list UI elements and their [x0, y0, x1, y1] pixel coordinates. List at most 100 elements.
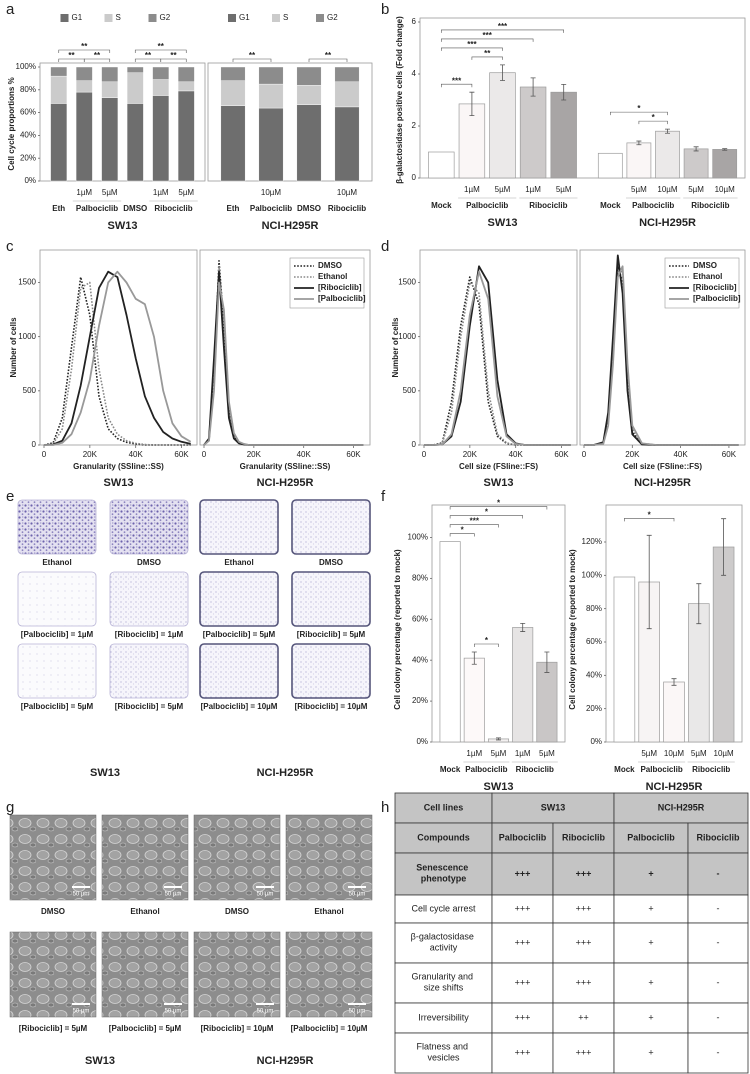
significance-bracket: [83, 58, 111, 62]
bar-segment: [296, 66, 322, 86]
bar: [519, 86, 547, 179]
bar-segment: [152, 95, 170, 182]
table-text: +: [648, 1047, 653, 1057]
table-text: Palbociclib: [627, 832, 675, 842]
panel-title: SW13: [108, 220, 138, 232]
colony-plate: [199, 643, 279, 699]
table-cell: [613, 894, 689, 924]
bar: [688, 603, 710, 743]
table-text: +: [648, 903, 653, 913]
plate-caption: DMSO: [137, 558, 161, 567]
significance-bracket: [308, 58, 348, 62]
y-tick-label: 80%: [20, 85, 36, 94]
bar-segment: [334, 81, 360, 108]
error-bar: [671, 678, 677, 686]
x-axis-label: Granularity (SSline::SS): [73, 462, 164, 471]
table-text: Ribociclib: [562, 832, 606, 842]
group-label: Ribociclib: [529, 201, 567, 210]
scale-bar-label: 50 µm: [257, 1009, 274, 1015]
bar-segment: [126, 103, 144, 182]
bar: [489, 72, 516, 179]
panel-letter: b: [381, 1, 389, 18]
legend-label: S: [283, 13, 288, 22]
micrograph: [9, 814, 97, 901]
legend-label: G1: [239, 13, 250, 22]
legend-swatch: [228, 14, 236, 22]
error-bar: [544, 651, 550, 673]
panel-letter: f: [381, 488, 386, 505]
bar: [663, 681, 685, 743]
panel-title: NCI-H295R: [262, 220, 319, 232]
x-tick-label: 1µM: [515, 749, 531, 758]
error-bar: [520, 622, 526, 632]
legend-swatch: [60, 14, 69, 22]
scale-bar-label: 50 µm: [349, 1009, 366, 1015]
table-cell: [552, 1032, 615, 1074]
significance-label: *: [485, 508, 489, 517]
bar-segment: [152, 79, 170, 96]
table-text: Ribociclib: [696, 832, 740, 842]
micrograph: [9, 931, 97, 1018]
bar-segment: [258, 107, 284, 182]
bar: [683, 148, 709, 179]
micrograph: [193, 814, 281, 901]
x-tick-label: 40K: [129, 450, 144, 459]
x-tick-label: 60K: [346, 450, 361, 459]
panel-title: SW13: [90, 767, 120, 779]
y-tick-label: 1000: [398, 332, 416, 341]
x-axis-label: Cell size (FSline::FS): [459, 462, 538, 471]
x-tick-label: 5µM: [691, 749, 707, 758]
micrograph-caption: [Palbociclib] = 5µM: [109, 1024, 182, 1033]
bar: [458, 103, 486, 179]
y-axis-label: Cell colony percentage (reported to mock…: [568, 549, 577, 710]
bar: [712, 149, 738, 179]
histogram-line: [44, 270, 192, 446]
panel-letter: e: [6, 488, 14, 505]
colony-plate: [17, 571, 97, 627]
table-text: +++: [515, 903, 531, 913]
table-text: Senescence phenotype: [416, 863, 471, 884]
x-tick-label: 40K: [297, 450, 312, 459]
table-text: +++: [515, 1047, 531, 1057]
table-text: NCI-H295R: [658, 802, 705, 812]
group-label: Mock: [600, 201, 621, 210]
significance-bracket: [638, 120, 668, 125]
bar-segment: [177, 81, 195, 92]
table-text: +++: [515, 868, 531, 878]
significance-label: **: [249, 51, 256, 60]
bar: [597, 152, 623, 179]
bar-segment: [101, 66, 119, 83]
histogram-line: [584, 254, 739, 446]
significance-label: **: [484, 49, 491, 58]
table-cell: [687, 822, 749, 854]
table-text: +++: [576, 1047, 592, 1057]
table-text: +: [648, 977, 653, 987]
group-label: Palbociclib: [640, 765, 682, 774]
legend-swatch: [272, 14, 280, 22]
bar-segment: [126, 66, 144, 73]
error-bar: [469, 91, 475, 116]
micrograph: [285, 931, 373, 1018]
panel-title: NCI-H295R: [257, 477, 314, 489]
scale-bar-label: 50 µm: [73, 1009, 90, 1015]
y-tick-label: 0: [412, 173, 417, 182]
panel-title: NCI-H295R: [257, 767, 314, 779]
group-label: Ribociclib: [328, 204, 366, 213]
x-tick-label: 20K: [463, 450, 478, 459]
table-cell: [491, 822, 554, 854]
x-axis-label: Cell size (FSline::FS): [623, 462, 702, 471]
x-tick-label: 20K: [247, 450, 262, 459]
panel-title: NCI-H295R: [646, 781, 703, 793]
error-bar: [471, 651, 477, 665]
histogram-line: [424, 265, 571, 446]
bar-segment: [50, 66, 68, 77]
significance-label: ***: [467, 40, 477, 49]
significance-bracket: [474, 643, 499, 647]
plate-caption: [Palbociclib] = 10µM: [201, 702, 278, 711]
significance-label: ***: [483, 31, 493, 40]
significance-bracket: [471, 56, 503, 60]
group-label: DMSO: [123, 204, 147, 213]
x-tick-label: 5µM: [491, 749, 507, 758]
micrograph-caption: Ethanol: [314, 907, 343, 916]
